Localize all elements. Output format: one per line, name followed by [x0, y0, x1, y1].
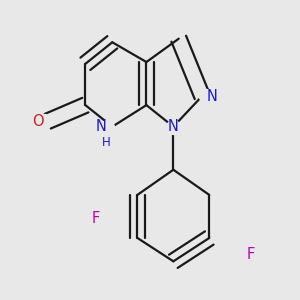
Text: F: F [247, 247, 255, 262]
Text: N: N [168, 119, 179, 134]
Text: O: O [32, 114, 44, 129]
Text: H: H [102, 136, 110, 148]
Text: F: F [92, 211, 100, 226]
Text: N: N [206, 88, 217, 104]
Text: N: N [96, 119, 107, 134]
